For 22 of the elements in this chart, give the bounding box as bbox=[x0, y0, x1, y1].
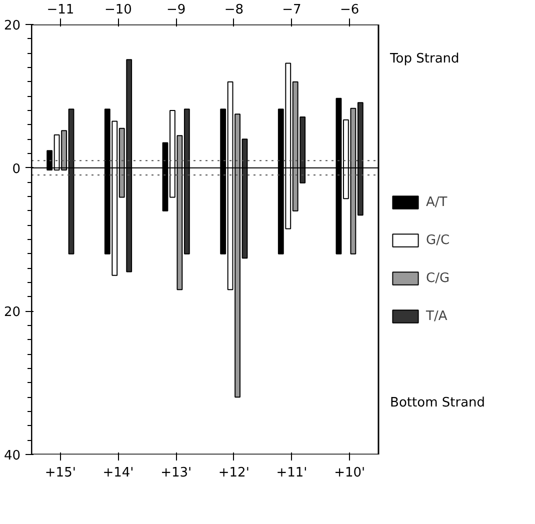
y-tick-label: 0 bbox=[12, 162, 21, 177]
legend-label: T/A bbox=[426, 308, 448, 324]
x2-tick-label: −7 bbox=[282, 2, 302, 18]
text: Top Strand bbox=[389, 51, 460, 66]
legend-label: A/T bbox=[426, 194, 448, 210]
x-tick-label: +11' bbox=[276, 466, 308, 480]
x2-tick-label: −11 bbox=[46, 2, 74, 18]
y-tick-label: 40 bbox=[4, 448, 21, 464]
x2-tick-label: −6 bbox=[340, 2, 360, 18]
text: Bottom Strand bbox=[390, 395, 486, 410]
x-tick-label: +13' bbox=[160, 466, 192, 480]
x2-tick-label: −10 bbox=[104, 2, 132, 18]
x2-tick-label: −8 bbox=[224, 2, 244, 18]
x-tick-label: +15' bbox=[44, 466, 76, 480]
x2-tick-label: −9 bbox=[166, 2, 186, 18]
legend-label: G/C bbox=[426, 232, 450, 248]
x-tick-label: +12' bbox=[218, 466, 250, 480]
x-tick-label: +10' bbox=[334, 466, 366, 480]
legend-label: C/G bbox=[426, 270, 450, 286]
y-tick-label: 20 bbox=[4, 305, 21, 320]
x-tick-label: +14' bbox=[102, 466, 134, 480]
y-tick-label: 20 bbox=[4, 18, 21, 34]
